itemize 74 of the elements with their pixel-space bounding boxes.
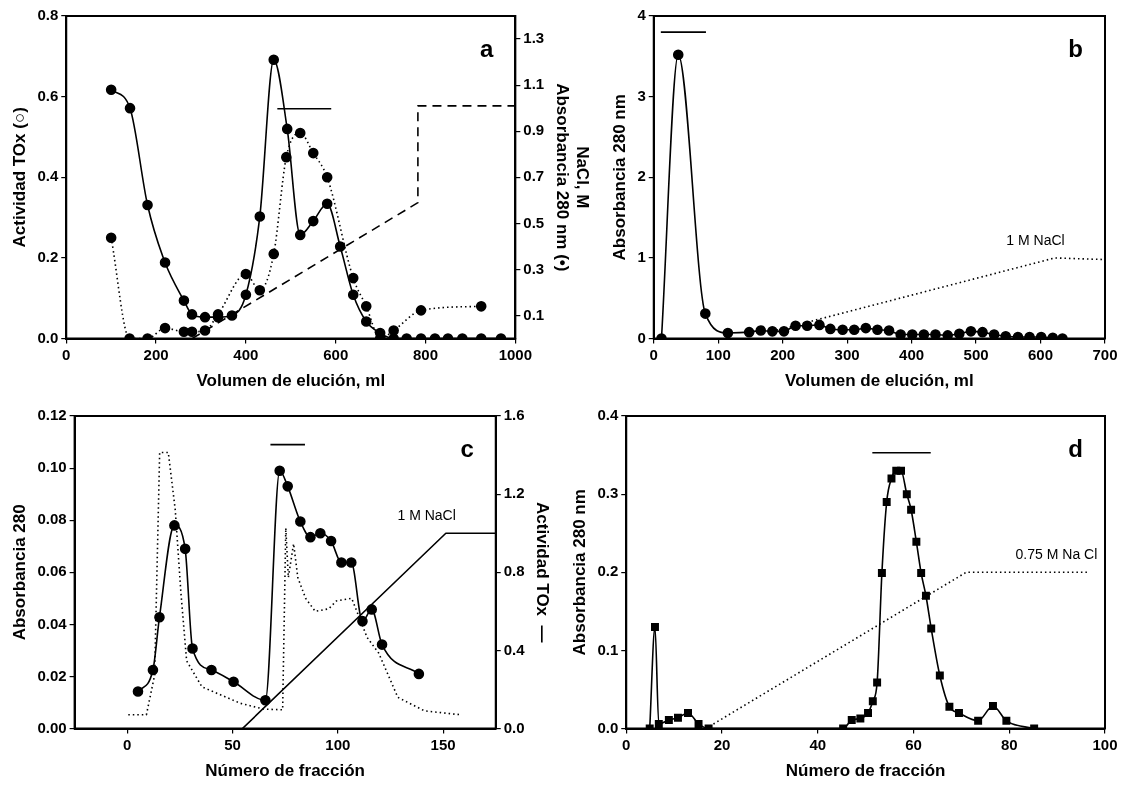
x-tick-label: 200 <box>770 345 796 363</box>
y2-tick-label: 1.3 <box>523 29 545 47</box>
y-tick-label: 0.06 <box>37 562 67 580</box>
y-tick-label: 0.08 <box>37 510 67 528</box>
y2-tick-label: 0.8 <box>503 562 525 580</box>
y-tick-label: 0.3 <box>597 484 619 502</box>
x-tick-label: 0 <box>649 345 658 363</box>
y2-tick-label: 1.1 <box>523 75 545 93</box>
y-tick-label: 0.0 <box>37 328 59 346</box>
y2-tick-label: 0.4 <box>503 640 526 658</box>
y-tick-label: 0.1 <box>597 640 619 658</box>
annotation: 1 M NaCl <box>397 507 456 524</box>
y-tick-label: 1 <box>637 248 646 266</box>
x-tick-label: 700 <box>1092 345 1118 363</box>
x-tick-label: 400 <box>899 345 925 363</box>
x-tick-label: 300 <box>834 345 860 363</box>
x-axis-title: Número de fracción <box>785 761 946 781</box>
x-tick-label: 200 <box>143 345 169 363</box>
y-tick-label: 0.6 <box>37 86 59 104</box>
x-tick-label: 20 <box>713 735 731 753</box>
x-tick-label: 150 <box>430 735 456 753</box>
x-tick-label: 800 <box>413 345 439 363</box>
y-tick-label: 0.12 <box>37 406 67 424</box>
y-tick-label: 0 <box>637 328 646 346</box>
x-tick-label: 400 <box>233 345 259 363</box>
y-tick-label: 0.10 <box>37 458 67 476</box>
y2-tick-label: 0.7 <box>523 167 545 185</box>
x-tick-label: 100 <box>325 735 351 753</box>
annotation: 1 M NaCl <box>1006 231 1065 248</box>
y-tick-label: 0.4 <box>37 167 59 185</box>
y-tick-label: 0.2 <box>597 562 619 580</box>
x-tick-label: 500 <box>963 345 989 363</box>
x-axis-title: Volumen de elución, ml <box>785 371 974 391</box>
annotation: b <box>1068 34 1083 62</box>
y2-tick-label: 0.1 <box>523 305 545 323</box>
x-axis-title: Número de fracción <box>205 761 365 781</box>
y-tick-label: 2 <box>637 167 646 185</box>
y2-axis-title: Actividad TOx — <box>533 502 553 643</box>
y2-tick-label: 0.5 <box>523 213 545 231</box>
x-axis-title: Volumen de elución, ml <box>196 371 386 391</box>
x-tick-label: 0 <box>123 735 132 753</box>
x-tick-label: 600 <box>1028 345 1054 363</box>
y-tick-label: 0.8 <box>37 6 59 24</box>
y-axis-title: Absorbancia 280 nm <box>609 94 629 261</box>
x-tick-label: 0 <box>622 735 631 753</box>
annotation: 0.75 M Na Cl <box>1015 546 1098 563</box>
y-tick-label: 3 <box>637 86 646 104</box>
annotation: d <box>1068 434 1083 462</box>
x-tick-label: 100 <box>705 345 731 363</box>
y-tick-label: 0.2 <box>37 248 59 266</box>
y2-tick-label: 0.9 <box>523 121 545 139</box>
y-axis-title: Absorbancia 280 nm <box>569 489 589 656</box>
annotation: a <box>479 34 494 62</box>
x-tick-label: 1000 <box>498 345 533 363</box>
y-tick-label: 4 <box>637 6 647 24</box>
y-tick-label: 0.00 <box>37 718 67 736</box>
x-tick-label: 100 <box>1092 735 1118 753</box>
y-axis-title: Actividad TOx (○) <box>9 107 29 248</box>
y2-axis-title: NaCl, M Absorbancia 280 nm (•) <box>552 83 593 272</box>
y2-tick-label: 1.6 <box>503 406 525 424</box>
y-tick-label: 0.4 <box>597 406 619 424</box>
y-tick-label: 0.0 <box>597 718 619 736</box>
y2-tick-label: 1.2 <box>503 484 525 502</box>
y2-tick-label: 0.0 <box>503 718 525 736</box>
x-tick-label: 40 <box>809 735 827 753</box>
x-tick-label: 600 <box>323 345 349 363</box>
x-tick-label: 80 <box>1000 735 1018 753</box>
y-tick-label: 0.02 <box>37 666 67 684</box>
annotation: c <box>460 434 474 462</box>
y2-tick-label: 0.3 <box>523 259 545 277</box>
y-tick-label: 0.04 <box>37 614 68 632</box>
y-axis-title: Absorbancia 280 <box>9 504 29 641</box>
x-tick-label: 50 <box>224 735 241 753</box>
x-tick-label: 60 <box>905 735 922 753</box>
